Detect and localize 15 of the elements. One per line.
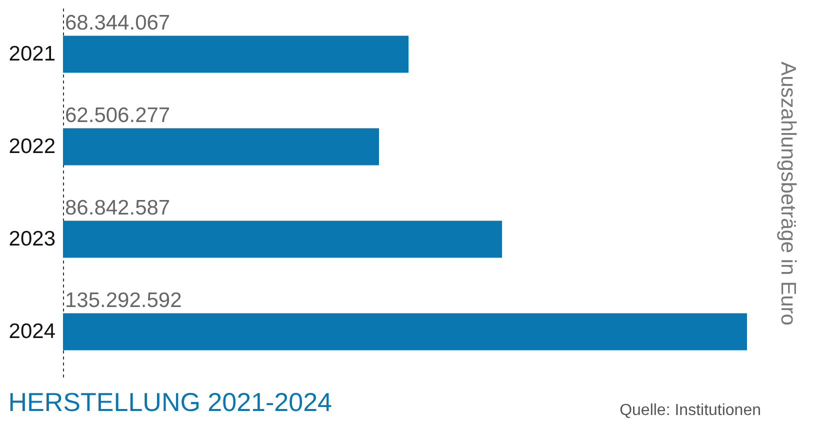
bar — [63, 128, 380, 166]
data-label: 135.292.592 — [65, 288, 182, 312]
y-axis-title: Auszahlungsbeträge in Euro — [776, 62, 800, 326]
bar — [63, 313, 747, 350]
bar — [63, 220, 502, 258]
y-tick-label: 2023 — [8, 227, 56, 250]
y-tick-label: 2022 — [8, 134, 56, 158]
text: HERSTELLUNG 2021-2024 — [8, 387, 332, 417]
data-label: 62.506.277 — [65, 104, 170, 127]
y-tick-label: 2024 — [8, 320, 56, 343]
y-tick-label: 2021 — [8, 42, 56, 66]
source-note: Quelle: Institutionen — [620, 402, 761, 420]
data-label: 68.344.067 — [65, 11, 170, 34]
data-label: 86.842.587 — [65, 196, 170, 220]
bar — [63, 36, 409, 73]
